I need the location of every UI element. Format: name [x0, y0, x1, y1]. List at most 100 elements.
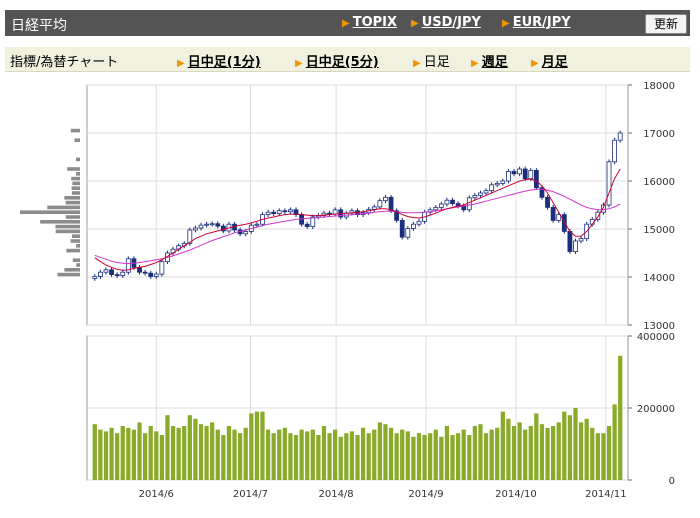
candle-body — [595, 211, 601, 220]
candle-body — [187, 229, 193, 244]
volume-bar — [103, 431, 109, 480]
volume-bars — [92, 355, 623, 480]
volume-bar — [299, 429, 304, 480]
volume-bar — [595, 433, 600, 480]
chart-type-nav: 指標/為替チャート ▶ 日中足(1分) ▶ 日中足(5分) ▶ 日足 ▶ 週足 ▶ 月足 — [5, 47, 690, 72]
volume-bar — [551, 426, 556, 480]
volume-bar — [154, 431, 159, 480]
volume-bar — [170, 426, 176, 480]
candle-body — [410, 223, 416, 229]
candle-body — [209, 223, 215, 226]
profile-bar — [75, 172, 80, 176]
x-tick-label: 2014/8 — [318, 489, 353, 500]
volume-bar — [606, 426, 612, 480]
arrow-right-icon: ▶ — [471, 58, 479, 69]
volume-bar — [455, 433, 461, 480]
volume-bar — [573, 408, 578, 480]
x-tick-label: 2014/6 — [139, 489, 174, 500]
volume-bar — [277, 429, 282, 480]
volume-bar — [288, 433, 293, 480]
link-topix[interactable]: ▶ TOPIX — [342, 15, 397, 30]
volume-bar — [461, 429, 466, 480]
candle-body — [556, 214, 562, 221]
candle-body — [533, 170, 539, 189]
volume-bar — [372, 429, 377, 480]
volume-bar — [338, 436, 343, 480]
volume-bar — [400, 429, 405, 480]
volume-bar — [142, 433, 148, 480]
candle-body — [606, 161, 612, 206]
candle-body — [377, 200, 383, 208]
candle-body — [601, 204, 606, 213]
profile-bar — [67, 167, 80, 171]
candle-body — [243, 230, 249, 235]
candle-body — [433, 206, 439, 211]
candle-body — [466, 197, 472, 211]
price-tick-label: 17000 — [643, 129, 675, 140]
candle-body — [142, 271, 148, 274]
tab-monthly[interactable]: ▶ 月足 — [531, 51, 568, 70]
candle-body — [517, 168, 522, 175]
volume-bar — [176, 427, 181, 480]
volume-bar — [539, 424, 545, 480]
arrow-right-icon: ▶ — [411, 18, 419, 29]
tab-weekly[interactable]: ▶ 週足 — [471, 51, 508, 70]
volume-bar — [349, 431, 355, 480]
volume-bar — [405, 431, 410, 480]
volume-bar — [226, 426, 232, 480]
volume-bar — [210, 422, 215, 480]
volume-tick-label: 400000 — [637, 332, 675, 343]
candle-body — [489, 184, 495, 191]
price-tick-label: 18000 — [643, 81, 675, 92]
volume-bar — [327, 433, 332, 480]
volume-bar — [567, 415, 573, 480]
volume-bar — [310, 429, 315, 480]
x-tick-label: 2014/7 — [233, 489, 268, 500]
link-eurjpy[interactable]: ▶ EUR/JPY — [502, 15, 571, 30]
candle-body — [528, 170, 534, 180]
candle-body — [511, 170, 517, 175]
candle-body — [383, 196, 388, 202]
candle-body — [254, 223, 260, 226]
profile-bar — [71, 191, 80, 195]
volume-bar — [98, 429, 103, 480]
volume-bar — [131, 429, 137, 480]
volume-tick-label: 0 — [669, 476, 675, 487]
candle-body — [545, 196, 550, 208]
chart-title: 日経平均 — [11, 18, 67, 34]
volume-bar — [489, 429, 494, 480]
arrow-right-icon: ▶ — [502, 18, 510, 29]
volume-bar — [394, 433, 399, 480]
candle-body — [416, 220, 422, 225]
profile-bar — [70, 239, 80, 243]
link-usdjpy[interactable]: ▶ USD/JPY — [411, 15, 481, 30]
tab-intraday-5min[interactable]: ▶ 日中足(5分) — [295, 51, 379, 70]
volume-bar — [578, 422, 584, 480]
volume-bar — [388, 427, 394, 480]
volume-bar — [556, 422, 561, 480]
title-bar: 日経平均 ▶ TOPIX ▶ USD/JPY ▶ EUR/JPY 更新 — [5, 10, 690, 36]
subnav-label: 指標/為替チャート — [10, 55, 119, 70]
volume-bar — [137, 422, 142, 480]
candle-body — [438, 203, 444, 208]
volume-bar — [428, 433, 433, 480]
ma-long-line — [94, 188, 621, 265]
volume-bar — [237, 433, 243, 480]
tab-intraday-1min[interactable]: ▶ 日中足(1分) — [177, 51, 261, 70]
volume-bar — [243, 427, 248, 480]
candle-body — [399, 219, 405, 238]
volume-bar — [450, 435, 455, 480]
volume-bar — [433, 429, 438, 480]
candle-body — [573, 240, 578, 252]
volume-bar — [411, 436, 416, 480]
volume-bar — [584, 418, 589, 480]
candle-body — [388, 196, 394, 212]
volume-bar — [562, 411, 567, 480]
candle-body — [550, 206, 556, 221]
refresh-button[interactable]: 更新 — [645, 14, 687, 34]
volume-bar — [282, 427, 287, 480]
volume-bar — [506, 418, 511, 480]
profile-bar — [55, 224, 80, 229]
arrow-right-icon: ▶ — [177, 58, 185, 69]
x-tick-label: 2014/10 — [495, 489, 537, 500]
